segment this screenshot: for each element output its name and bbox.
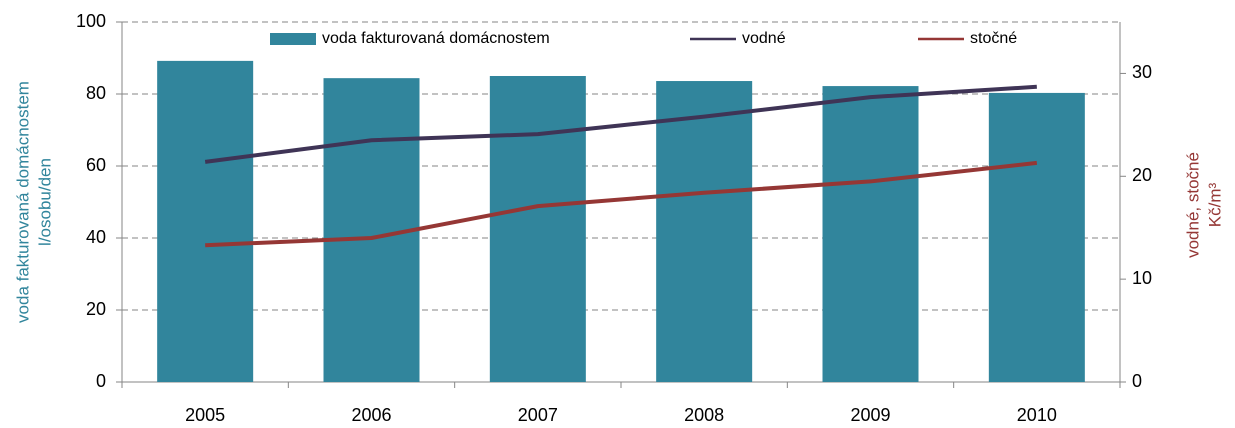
x-tick-label: 2010	[1017, 405, 1057, 425]
line	[205, 160, 1038, 248]
y2-tick-label: 30	[1132, 62, 1152, 82]
legend-label: vodné	[742, 30, 786, 47]
line	[204, 84, 1037, 164]
y2-tick-label: 10	[1132, 268, 1152, 288]
x-tick-label: 2005	[185, 405, 225, 425]
x-tick-label: 2008	[684, 405, 724, 425]
y-tick-label: 80	[86, 83, 106, 103]
y2-axis-title-line: Kč/m³	[1205, 182, 1224, 227]
y-axis-title-line: voda fakturovaná domácnostem	[13, 81, 32, 323]
bar	[988, 92, 1085, 383]
bar	[656, 81, 753, 382]
y-axis-title: voda fakturovaná domácnostem l/osobu/den	[13, 81, 54, 323]
y2-axis-title-line: vodné, stočné	[1183, 152, 1202, 258]
y-tick-label: 60	[86, 155, 106, 175]
x-tick-label: 2007	[518, 405, 558, 425]
x-tick-label: 2009	[850, 405, 890, 425]
bar	[489, 76, 586, 382]
y-tick-label: 40	[86, 227, 106, 247]
y-tick-label: 20	[86, 299, 106, 319]
y2-axis-title: vodné, stočné Kč/m³	[1183, 152, 1224, 258]
x-tick-label: 2006	[351, 405, 391, 425]
y2-tick-label: 0	[1132, 371, 1142, 391]
y-tick-label: 0	[96, 371, 106, 391]
bar	[822, 86, 919, 382]
y-tick-label: 100	[76, 11, 106, 31]
legend-swatch	[270, 33, 316, 45]
legend-label: voda fakturovaná domácnostem	[322, 30, 550, 47]
bar	[157, 60, 254, 382]
y-axis-title-line: l/osobu/den	[35, 158, 54, 246]
y2-tick-label: 20	[1132, 165, 1152, 185]
legend-label: stočné	[970, 30, 1017, 47]
